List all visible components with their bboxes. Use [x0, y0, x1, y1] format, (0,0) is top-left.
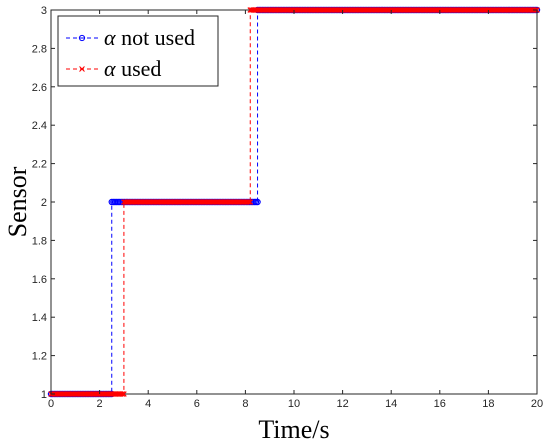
legend-item-used: α used — [66, 56, 161, 81]
y-tick-label: 1.6 — [32, 274, 47, 286]
x-tick-label: 12 — [336, 398, 348, 410]
y-axis: 1 1.2 1.4 1.6 1.8 2 2.2 2.4 2.6 2.8 3 — [32, 5, 537, 401]
legend-item-not-used: α not used — [66, 25, 195, 50]
x-tick-label: 16 — [434, 398, 446, 410]
y-tick-label: 3 — [41, 5, 47, 17]
legend-text: used — [121, 56, 161, 81]
x-tick-label: 20 — [531, 398, 543, 410]
x-tick-label: 10 — [288, 398, 300, 410]
y-tick-label: 1 — [41, 389, 47, 401]
x-tick-label: 14 — [385, 398, 397, 410]
x-tick-label: 0 — [48, 398, 54, 410]
legend-label-used: α used — [104, 56, 161, 81]
legend: α not used α used — [57, 15, 219, 87]
y-tick-label: 1.8 — [32, 235, 47, 247]
x-axis: 0 2 4 6 8 10 12 14 16 18 20 — [48, 10, 543, 410]
legend-label-not-used: α not used — [104, 25, 195, 50]
x-tick-label: 4 — [145, 398, 151, 410]
y-tick-label: 2.2 — [32, 159, 47, 171]
legend-symbol: α — [104, 25, 116, 50]
legend-symbol: α — [104, 56, 116, 81]
x-tick-label: 8 — [242, 398, 248, 410]
legend-text: not used — [121, 25, 195, 50]
y-tick-label: 1.4 — [32, 312, 47, 324]
legend-box — [57, 15, 219, 87]
x-tick-label: 2 — [97, 398, 103, 410]
y-tick-label: 2.6 — [32, 82, 47, 94]
legend-marker-x-icon — [79, 66, 85, 72]
x-tick-label: 18 — [482, 398, 494, 410]
series-point — [254, 198, 261, 206]
series-point — [245, 199, 252, 205]
plot-area: 0 2 4 6 8 10 12 14 16 18 20 1 1.2 1.4 1.6 1.8 2 2.2 2.4 2.… — [32, 5, 543, 410]
x-tick-label: 6 — [194, 398, 200, 410]
series-point — [121, 391, 127, 397]
series-point — [119, 391, 126, 397]
y-tick-label: 2.8 — [32, 43, 47, 55]
y-tick-label: 2 — [41, 197, 47, 209]
y-tick-label: 1.2 — [32, 351, 47, 363]
y-tick-label: 2.4 — [32, 120, 47, 132]
x-axis-title: Time/s — [258, 415, 329, 444]
legend-marker-circle-icon — [78, 34, 86, 42]
y-axis-title: Sensor — [3, 166, 32, 237]
series-point — [247, 199, 254, 205]
